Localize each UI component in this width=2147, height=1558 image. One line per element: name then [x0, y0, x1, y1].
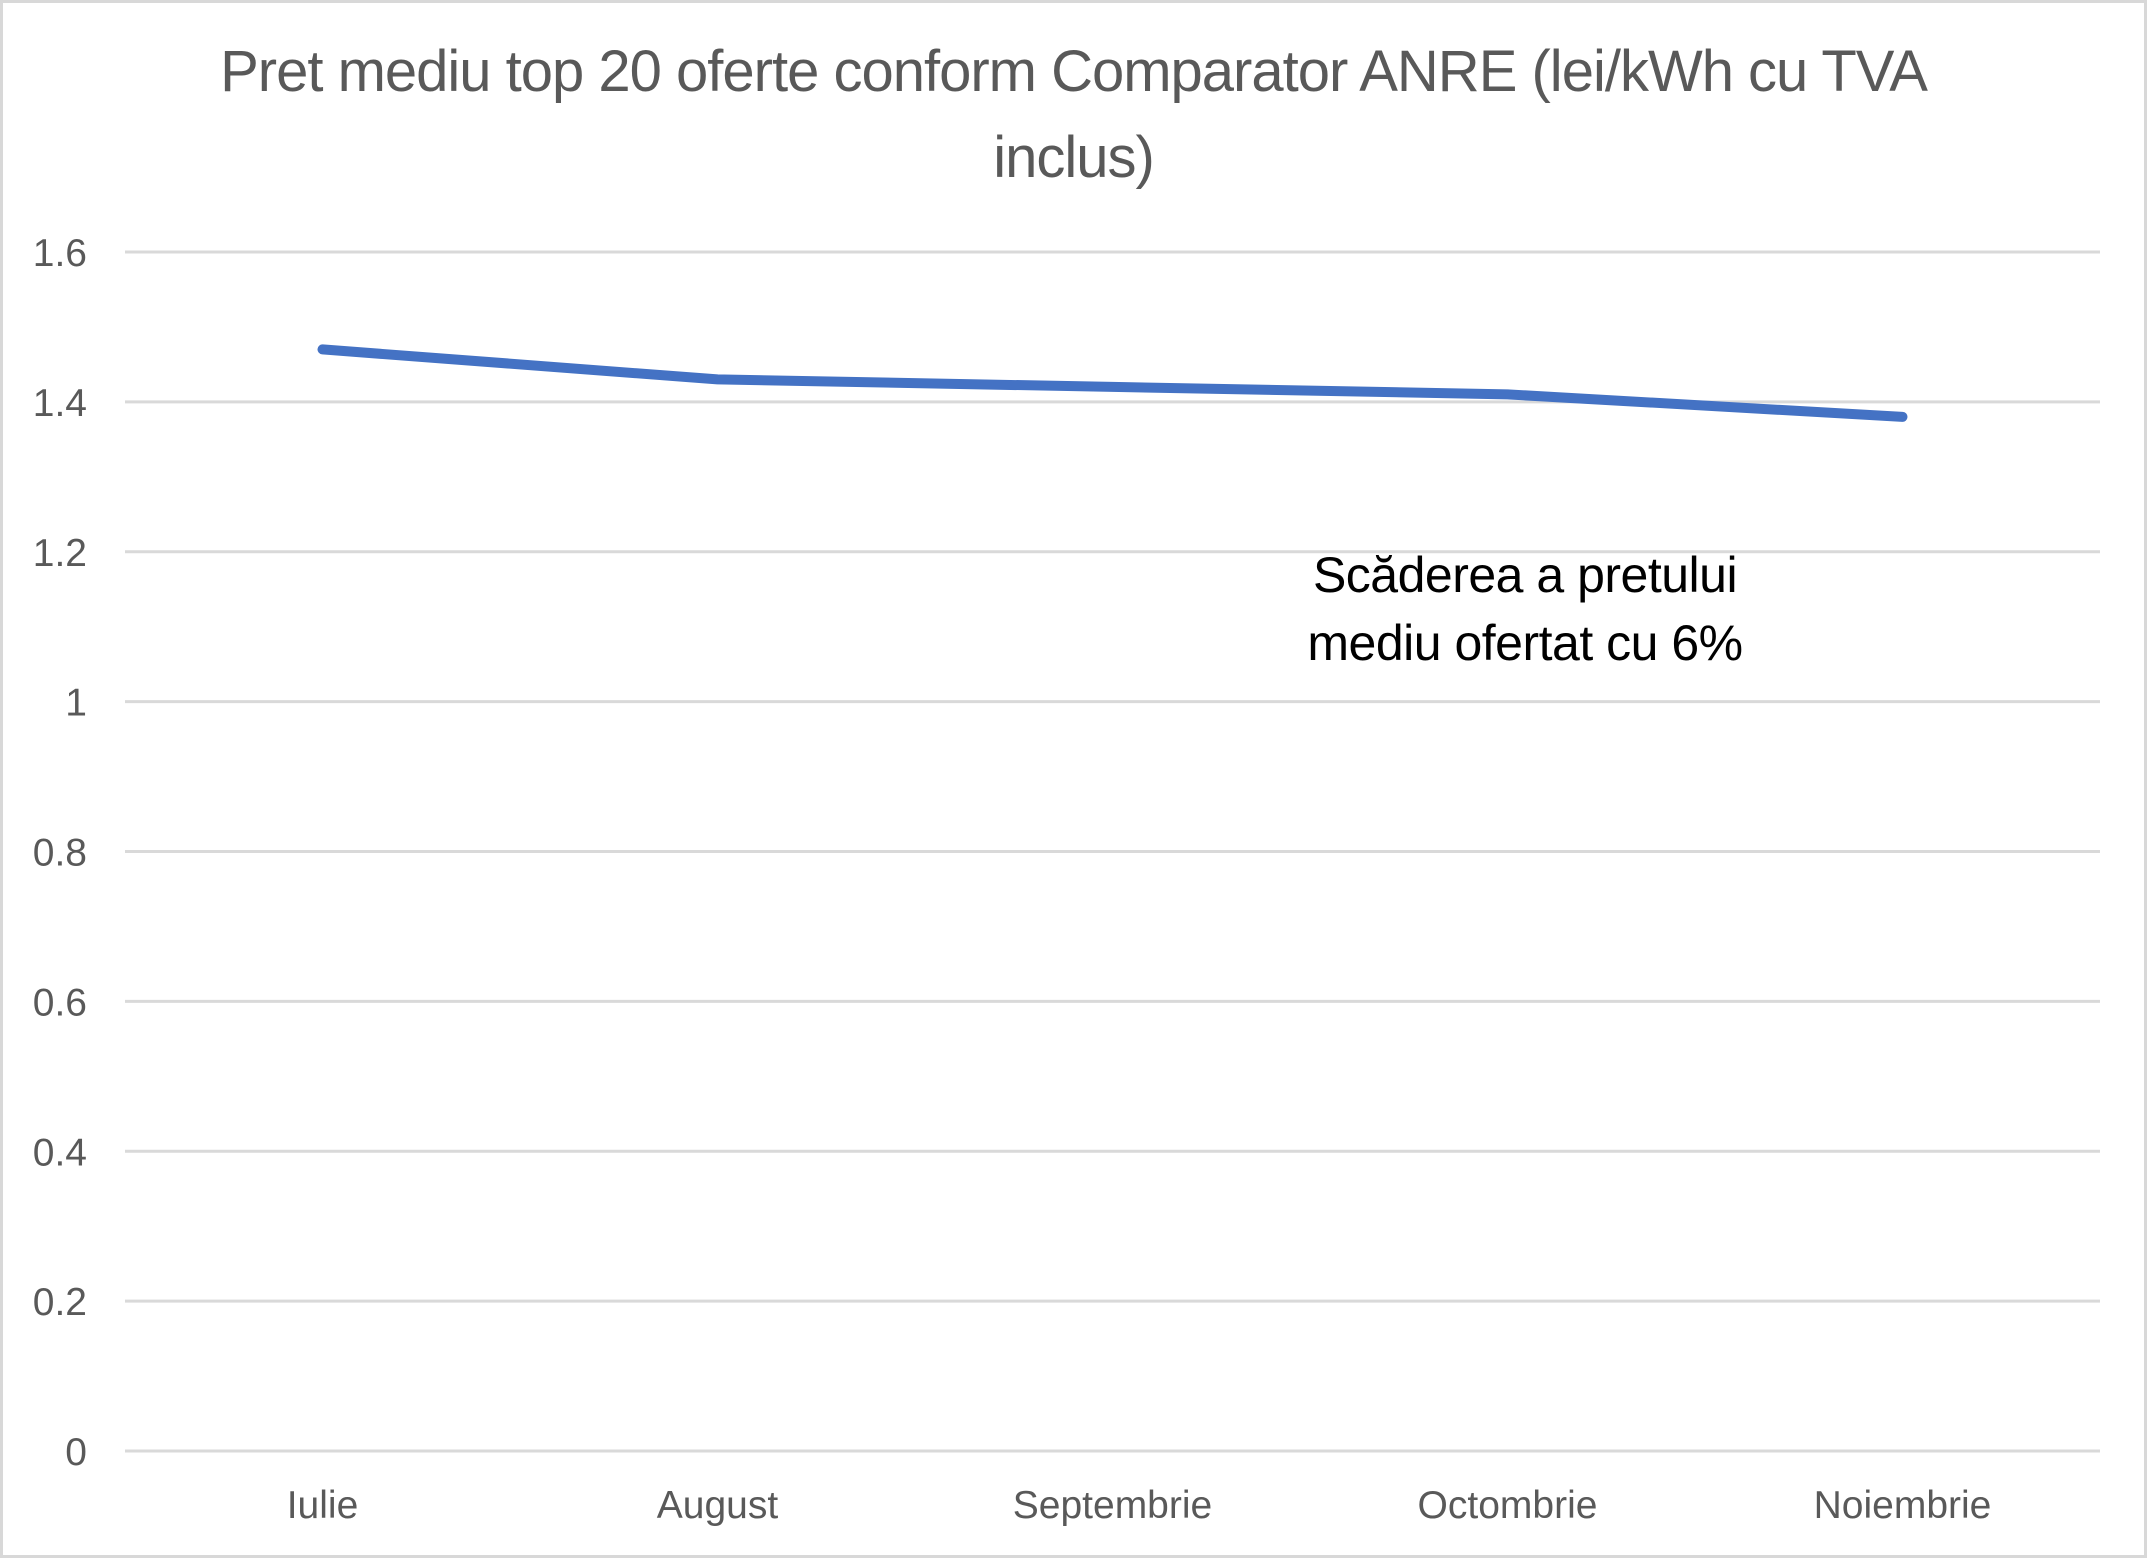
y-tick-label: 1 — [65, 682, 87, 725]
series-line — [317, 344, 1908, 422]
chart-title: Pret mediu top 20 oferte conform Compara… — [220, 39, 1928, 190]
x-axis-label: Octombrie — [1418, 1484, 1598, 1527]
x-axis-label: Noiembrie — [1814, 1484, 1992, 1527]
x-axis-label: August — [657, 1484, 779, 1527]
y-tick-label: 1.4 — [33, 382, 87, 425]
y-tick-label: 0.4 — [33, 1131, 87, 1174]
y-tick-label: 0.6 — [33, 981, 87, 1024]
plot-area: 0 0.2 0.4 0.6 0.8 1 1.2 1.4 1.6 Iulie August Septem… — [33, 232, 2100, 1527]
y-tick-label: 1.6 — [33, 232, 87, 275]
y-tick-label: 0 — [65, 1431, 87, 1474]
y-tick-label: 0.8 — [33, 832, 87, 875]
x-axis-label: Septembrie — [1013, 1484, 1212, 1527]
x-axis-label: Iulie — [287, 1484, 359, 1527]
y-tick-label: 1.2 — [33, 532, 87, 575]
chart-annotation: Scăderea a pretului mediu ofertat cu 6% — [1307, 547, 1743, 671]
y-tick-label: 0.2 — [33, 1281, 87, 1324]
